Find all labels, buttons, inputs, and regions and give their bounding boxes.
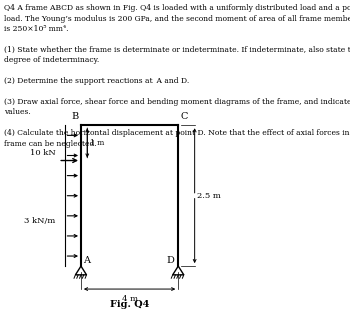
Text: Q4 A frame ABCD as shown in Fig. Q4 is loaded with a uniformly distributed load : Q4 A frame ABCD as shown in Fig. Q4 is l… — [4, 4, 350, 148]
Text: 4 m: 4 m — [121, 294, 138, 303]
Text: 10 kN: 10 kN — [30, 149, 56, 157]
Text: Fig. Q4: Fig. Q4 — [110, 300, 149, 309]
Text: A: A — [84, 255, 91, 264]
Text: B: B — [71, 112, 78, 121]
Text: 3 kN/m: 3 kN/m — [25, 217, 56, 225]
Text: 1 m: 1 m — [90, 139, 104, 147]
Text: 2.5 m: 2.5 m — [197, 192, 221, 200]
Text: D: D — [167, 255, 174, 264]
Text: C: C — [181, 112, 188, 121]
